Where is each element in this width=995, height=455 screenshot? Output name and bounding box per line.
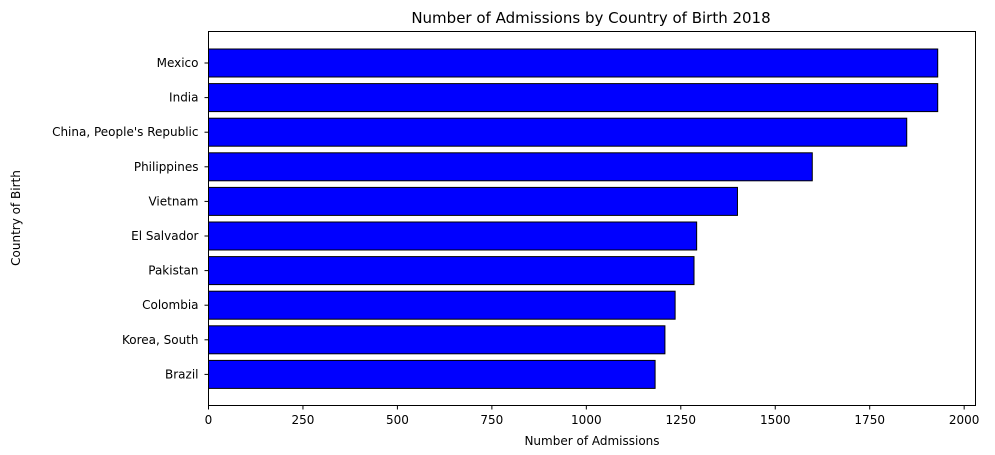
bar-vietnam	[208, 186, 738, 216]
x-tick-label: 1000	[571, 413, 602, 427]
y-tick-label: Philippines	[134, 160, 199, 174]
y-tick-label: Brazil	[165, 367, 199, 381]
plot-frame	[208, 31, 976, 406]
y-tick-label: El Salvador	[131, 229, 198, 243]
y-tick-label: Pakistan	[148, 264, 198, 278]
bar-el-salvador	[208, 221, 698, 251]
bar-china-people-s-republic	[208, 117, 908, 147]
bar-pakistan	[208, 256, 695, 286]
bar-india	[208, 83, 939, 113]
bar-colombia	[208, 290, 676, 320]
bars-group	[208, 48, 939, 389]
y-tick-label: Korea, South	[122, 333, 199, 347]
y-tick-label: Mexico	[157, 56, 199, 70]
y-tick-label: Vietnam	[148, 194, 198, 208]
x-tick-label: 2000	[949, 413, 980, 427]
x-tick-label: 0	[205, 413, 213, 427]
bar-mexico	[208, 48, 939, 78]
bar-philippines	[208, 152, 813, 182]
y-axis-ticks: Mexico India China, People's Republic Phili…	[52, 56, 209, 381]
chart-title: Number of Admissions by Country of Birth…	[411, 9, 770, 27]
bar-brazil	[208, 359, 656, 389]
y-tick-label: India	[169, 91, 198, 105]
x-tick-label: 250	[292, 413, 315, 427]
y-tick-label: China, People's Republic	[52, 125, 198, 139]
y-axis-label: Country of Birth	[9, 170, 23, 266]
y-tick-label: Colombia	[142, 298, 198, 312]
x-tick-label: 750	[480, 413, 503, 427]
x-tick-label: 500	[386, 413, 409, 427]
x-tick-label: 1500	[760, 413, 791, 427]
x-axis-ticks: 0 250 500 750 1000 1250 1500 1750 2000	[205, 405, 980, 427]
x-tick-label: 1750	[854, 413, 885, 427]
x-tick-label: 1250	[666, 413, 697, 427]
x-axis-label: Number of Admissions	[524, 434, 659, 448]
bar-korea-south	[208, 325, 666, 355]
